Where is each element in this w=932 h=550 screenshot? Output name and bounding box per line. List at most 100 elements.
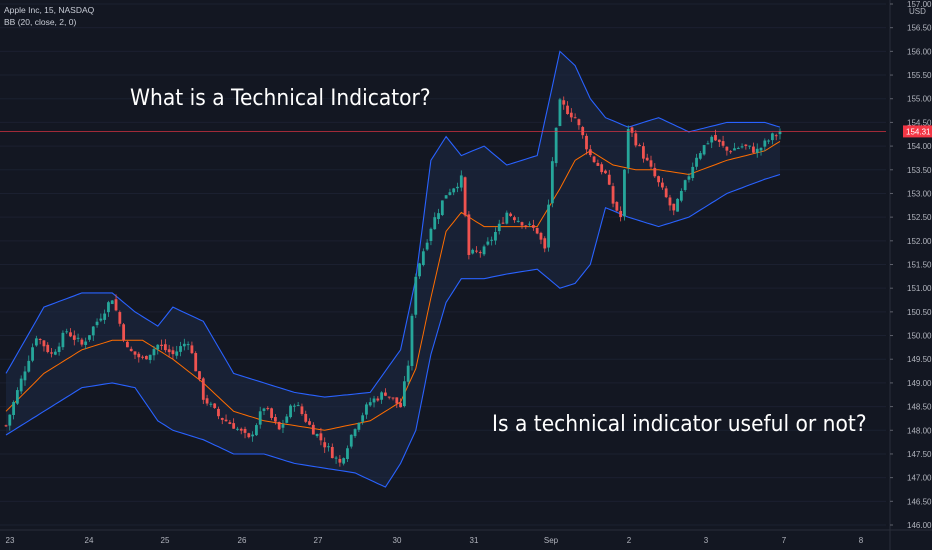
candle-body[interactable] [619,210,623,218]
candle-body[interactable] [410,315,414,366]
candle-body[interactable] [186,344,190,346]
bollinger-lower-line[interactable] [5,173,781,488]
candle-body[interactable] [95,321,99,326]
candle-body[interactable] [201,378,205,400]
candle-body[interactable] [475,250,478,252]
candle-body[interactable] [376,398,380,401]
candle-body[interactable] [114,299,118,311]
candle-body[interactable] [763,140,767,147]
candle-body[interactable] [501,222,505,224]
candle-body[interactable] [490,239,494,241]
last-price-tag[interactable] [903,125,932,138]
candle-body[interactable] [577,119,581,126]
candle-body[interactable] [759,147,763,151]
candle-body[interactable] [623,169,626,217]
candle-body[interactable] [213,403,217,408]
candle-body[interactable] [626,129,630,168]
candle-body[interactable] [433,217,437,230]
candle-body[interactable] [327,446,330,448]
candle-body[interactable] [160,344,163,347]
candle-body[interactable] [308,421,311,425]
candle-body[interactable] [437,213,440,220]
candle-body[interactable] [80,339,84,345]
candle-body[interactable] [463,177,467,216]
candle-body[interactable] [566,105,569,115]
candle-body[interactable] [137,353,141,358]
candle-body[interactable] [748,145,752,147]
candle-body[interactable] [391,397,395,399]
candle-body[interactable] [175,351,179,356]
candle-body[interactable] [205,398,209,404]
candle-body[interactable] [676,198,679,212]
candle-body[interactable] [296,405,300,407]
candle-body[interactable] [15,390,19,404]
candle-body[interactable] [315,433,319,437]
candle-body[interactable] [217,408,220,417]
candle-body[interactable] [452,188,456,193]
candle-body[interactable] [513,217,516,221]
candle-body[interactable] [273,417,277,422]
candle-body[interactable] [535,227,539,234]
candle-body[interactable] [733,148,736,151]
candle-body[interactable] [528,223,531,225]
candle-body[interactable] [122,324,126,341]
candle-body[interactable] [399,402,402,408]
candle-body[interactable] [4,425,8,427]
candle-body[interactable] [755,148,759,153]
candle-body[interactable] [46,344,50,352]
candle-body[interactable] [194,353,198,372]
candle-body[interactable] [547,204,550,248]
bollinger-upper-line[interactable] [5,50,781,398]
candle-body[interactable] [262,408,266,411]
candle-body[interactable] [65,331,69,333]
candle-body[interactable] [729,151,733,153]
candle-body[interactable] [304,413,308,422]
candle-body[interactable] [710,136,714,143]
candle-body[interactable] [687,176,691,180]
candle-body[interactable] [611,186,615,204]
candle-body[interactable] [516,220,520,222]
candle-body[interactable] [182,343,186,347]
candle-body[interactable] [292,405,296,407]
candle-body[interactable] [562,100,566,105]
candle-body[interactable] [380,392,384,400]
candle-body[interactable] [664,188,668,198]
candle-body[interactable] [232,423,236,429]
candle-body[interactable] [421,251,425,266]
candle-body[interactable] [50,352,53,354]
candle-body[interactable] [588,149,592,156]
candle-body[interactable] [558,99,562,126]
candle-body[interactable] [258,411,262,425]
candle-body[interactable] [107,302,110,313]
candle-body[interactable] [110,300,114,304]
candle-body[interactable] [634,133,638,146]
candle-body[interactable] [156,344,160,350]
candle-body[interactable] [190,345,194,354]
indicator-label[interactable]: BB (20, close, 2, 0) [4,17,77,27]
candle-body[interactable] [414,276,418,315]
candle-body[interactable] [148,354,152,361]
candle-body[interactable] [596,162,600,166]
candle-body[interactable] [456,186,459,189]
candle-body[interactable] [630,127,634,133]
candle-body[interactable] [167,349,171,353]
candle-body[interactable] [141,356,144,358]
candle-body[interactable] [372,398,376,403]
candle-body[interactable] [395,397,399,404]
candle-body[interactable] [311,424,315,435]
candle-body[interactable] [774,135,778,137]
candle-body[interactable] [657,176,660,183]
candle-body[interactable] [349,434,353,447]
candle-body[interactable] [8,414,12,426]
candle-body[interactable] [402,381,406,407]
candle-body[interactable] [645,157,649,161]
candle-body[interactable] [592,156,596,163]
candle-body[interactable] [31,347,34,361]
candle-body[interactable] [691,166,695,179]
candle-body[interactable] [334,457,338,459]
candle-body[interactable] [706,143,710,145]
candle-body[interactable] [361,415,365,422]
candle-body[interactable] [717,139,721,142]
candle-body[interactable] [660,182,664,188]
candle-body[interactable] [163,344,167,351]
